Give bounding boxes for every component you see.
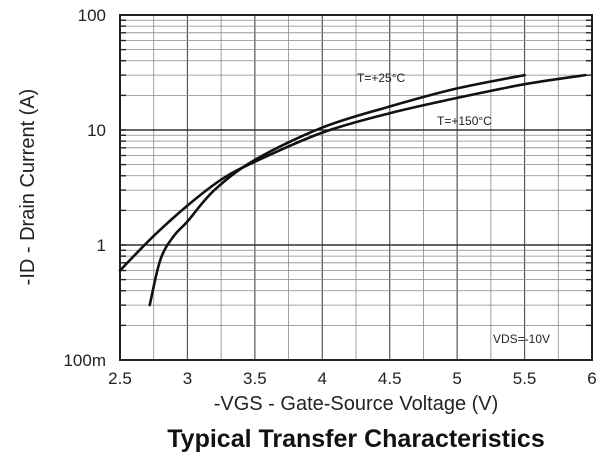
- chart-title: Typical Transfer Characteristics: [167, 425, 545, 453]
- y-axis-title: -ID - Drain Current (A): [17, 89, 39, 286]
- x-axis-title: -VGS - Gate-Source Voltage (V): [214, 393, 499, 415]
- series-layer: [118, 73, 587, 307]
- series-label-150c: T=+150°C: [437, 114, 492, 128]
- x-tick-label: 5: [452, 369, 461, 388]
- y-tick-label: 1: [97, 236, 106, 255]
- x-tick-label: 3.5: [243, 369, 267, 388]
- y-tick-label: 100m: [63, 351, 106, 370]
- plot-frame: [119, 14, 593, 361]
- x-tick-label: 2.5: [108, 369, 132, 388]
- x-tick-label: 3: [183, 369, 192, 388]
- x-tick-label: 4.5: [378, 369, 402, 388]
- series-line-150c: [118, 73, 587, 272]
- grid-lines: [120, 15, 592, 360]
- test-condition-annotation: VDS=-10V: [493, 332, 550, 346]
- series-label-25c: T=+25°C: [357, 71, 405, 85]
- x-tick-label: 5.5: [513, 369, 537, 388]
- x-tick-label: 6: [587, 369, 596, 388]
- y-tick-labels: 100m 1 10 100: [63, 6, 106, 370]
- y-tick-label: 10: [87, 121, 106, 140]
- x-tick-labels: 2.5 3 3.5 4 4.5 5 5.5 6: [108, 369, 596, 388]
- x-tick-label: 4: [318, 369, 327, 388]
- y-tick-label: 100: [78, 6, 106, 25]
